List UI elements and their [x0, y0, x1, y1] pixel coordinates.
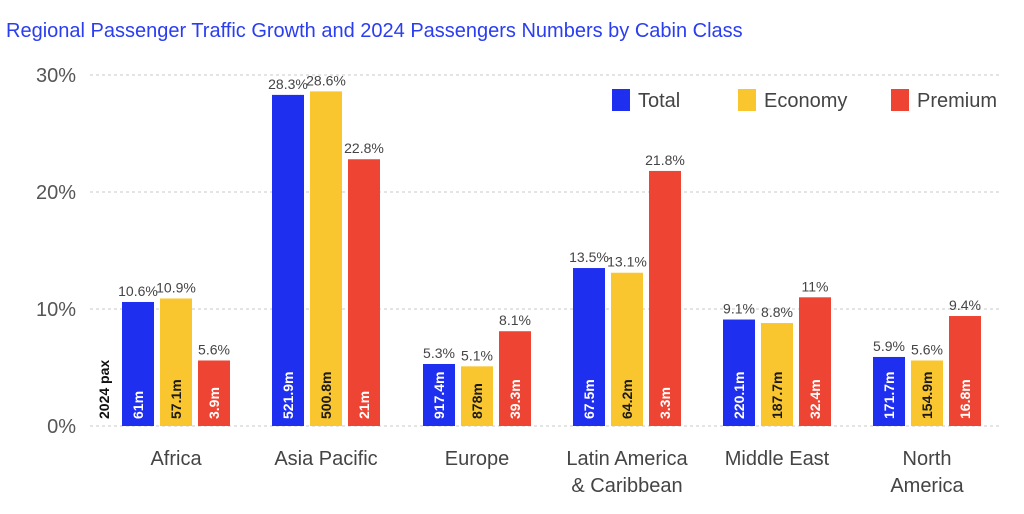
data-label: 5.9% — [873, 338, 905, 354]
data-label: 8.1% — [499, 312, 531, 328]
y-tick-label: 30% — [36, 65, 76, 87]
bar-total — [272, 94, 304, 426]
bar-economy — [310, 91, 342, 426]
legend-label: Economy — [764, 90, 847, 112]
bar-premium — [499, 331, 531, 426]
data-label: 9.4% — [949, 297, 981, 313]
data-label: 10.9% — [156, 279, 196, 295]
bar-total — [873, 356, 905, 426]
bar-economy — [461, 366, 493, 426]
bar-total — [122, 301, 154, 426]
bar-total — [723, 319, 755, 426]
category-label: Europe — [445, 448, 510, 470]
data-label: 9.1% — [723, 301, 755, 317]
passenger-label: 521.9m — [280, 372, 296, 419]
passenger-label: 67.5m — [581, 379, 597, 419]
passenger-label: 61m — [130, 391, 146, 419]
passenger-label: 21m — [356, 391, 372, 419]
passenger-label: 32.4m — [807, 379, 823, 419]
data-label: 8.8% — [761, 304, 793, 320]
category-label: Africa — [150, 448, 202, 470]
category-label: & Caribbean — [571, 475, 682, 497]
passenger-label: 917.4m — [431, 372, 447, 419]
data-label: 10.6% — [118, 283, 158, 299]
data-label: 28.6% — [306, 72, 346, 88]
passenger-label: 16.8m — [957, 379, 973, 419]
bar-total — [423, 363, 455, 426]
passenger-label: 39.3m — [507, 379, 523, 419]
passenger-label: 220.1m — [731, 372, 747, 419]
bar-economy — [911, 360, 943, 426]
y-tick-label: 0% — [47, 416, 76, 438]
category-label: America — [890, 475, 964, 497]
data-label: 13.1% — [607, 254, 647, 270]
bar-economy — [761, 323, 793, 426]
passenger-label: 878m — [469, 383, 485, 419]
bar-premium — [649, 170, 681, 426]
data-label: 28.3% — [268, 76, 308, 92]
data-label: 11% — [802, 278, 829, 294]
bar-economy — [611, 272, 643, 426]
bar-premium — [198, 360, 230, 426]
passenger-label: 57.1m — [168, 379, 184, 419]
data-label: 21.8% — [645, 152, 685, 168]
passenger-label: 171.7m — [881, 372, 897, 419]
bar-premium — [799, 297, 831, 426]
data-label: 5.6% — [911, 341, 943, 357]
data-label: 5.1% — [461, 347, 493, 363]
pax-label: 2024 pax — [96, 360, 112, 419]
data-label: 5.6% — [198, 341, 230, 357]
data-label: 5.3% — [423, 345, 455, 361]
passenger-label: 500.8m — [318, 372, 334, 419]
category-label: Latin America — [566, 448, 688, 470]
legend-swatch — [891, 89, 909, 111]
passenger-label: 154.9m — [919, 372, 935, 419]
chart-title: Regional Passenger Traffic Growth and 20… — [6, 20, 743, 42]
bar-premium — [949, 316, 981, 426]
legend-label: Total — [638, 90, 680, 112]
bar-total — [573, 268, 605, 426]
bar-economy — [160, 298, 192, 426]
category-label: North — [903, 448, 952, 470]
category-label: Asia Pacific — [274, 448, 377, 470]
passenger-label: 3.9m — [206, 387, 222, 419]
y-tick-label: 10% — [36, 299, 76, 321]
legend-swatch — [612, 89, 630, 111]
data-label: 22.8% — [344, 140, 384, 156]
legend-label: Premium — [917, 90, 997, 112]
category-label: Middle East — [725, 448, 830, 470]
passenger-label: 3.3m — [657, 387, 673, 419]
legend-swatch — [738, 89, 756, 111]
passenger-label: 64.2m — [619, 379, 635, 419]
passenger-label: 187.7m — [769, 372, 785, 419]
data-label: 13.5% — [569, 249, 609, 265]
bar-premium — [348, 159, 380, 427]
y-tick-label: 20% — [36, 182, 76, 204]
